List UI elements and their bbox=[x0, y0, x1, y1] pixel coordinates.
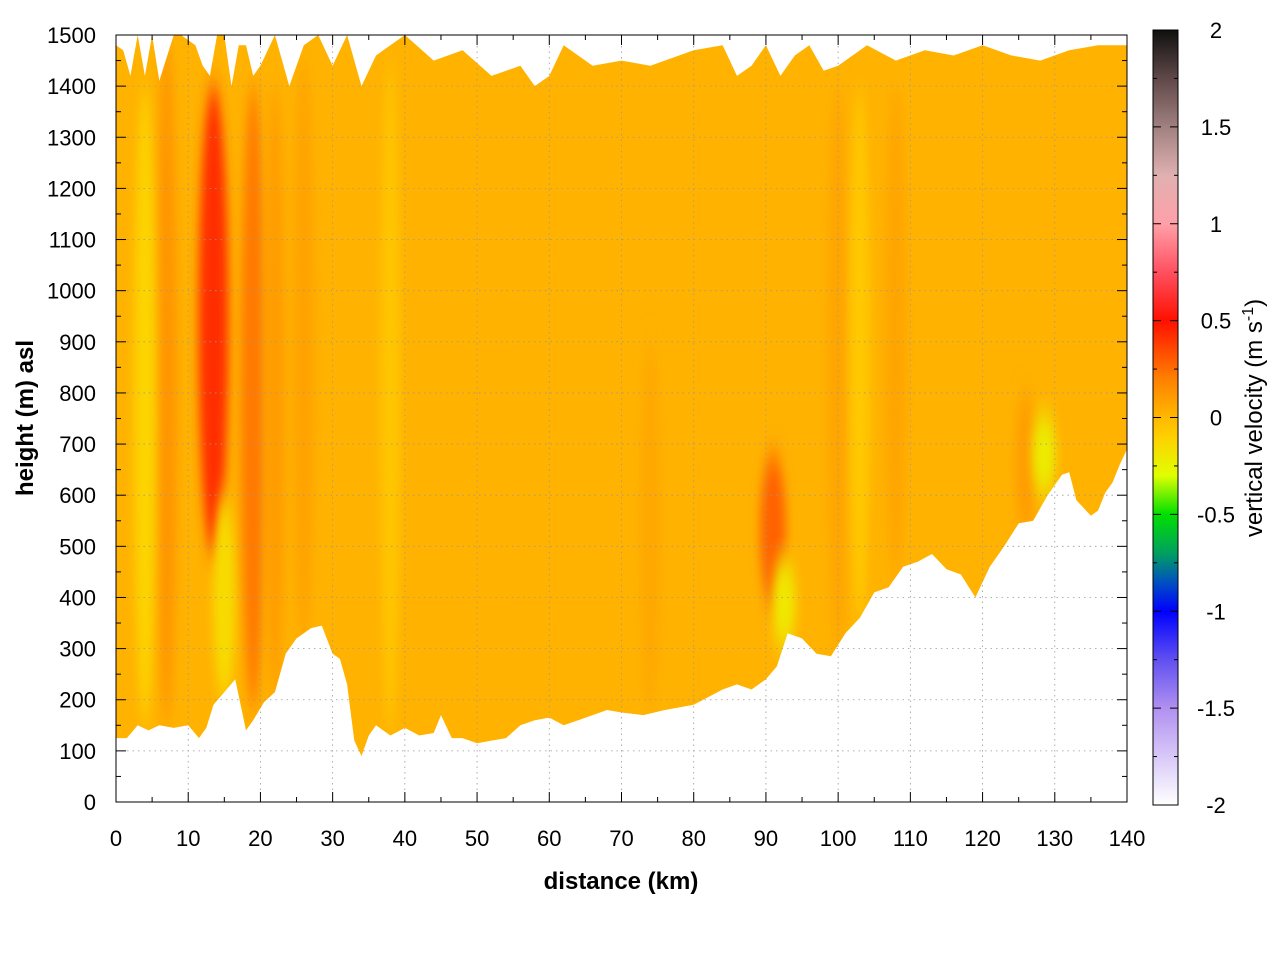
velocity-feature bbox=[772, 556, 796, 649]
velocity-feature bbox=[241, 86, 266, 710]
y-tick-label: 1400 bbox=[47, 74, 96, 99]
y-axis-label: height (m) asl bbox=[12, 340, 39, 496]
colorbar-tick-label: 2 bbox=[1210, 18, 1222, 43]
y-tick-label: 400 bbox=[59, 585, 96, 610]
x-tick-label: 20 bbox=[248, 826, 272, 851]
x-tick-label: 50 bbox=[465, 826, 489, 851]
colorbar-tick-label: -1 bbox=[1206, 599, 1226, 624]
x-tick-label: 110 bbox=[893, 826, 928, 851]
y-tick-label: 300 bbox=[59, 637, 96, 662]
velocity-feature bbox=[1031, 413, 1057, 496]
velocity-feature bbox=[155, 35, 178, 726]
velocity-feature bbox=[213, 495, 236, 700]
velocity-feature bbox=[293, 60, 314, 649]
x-tick-label: 40 bbox=[393, 826, 417, 851]
colorbar-tick-label: 0 bbox=[1210, 406, 1222, 431]
x-tick-label: 70 bbox=[609, 826, 633, 851]
y-tick-label: 200 bbox=[59, 688, 96, 713]
x-tick-label: 60 bbox=[537, 826, 561, 851]
colorbar-label-sup: -1 bbox=[1240, 307, 1257, 321]
velocity-feature bbox=[264, 86, 286, 700]
velocity-feature bbox=[198, 86, 229, 557]
velocity-feature bbox=[1015, 392, 1037, 537]
velocity-feature bbox=[885, 86, 906, 583]
y-tick-label: 800 bbox=[59, 381, 96, 406]
y-tick-label: 500 bbox=[59, 534, 96, 559]
grid-lines bbox=[116, 35, 1127, 802]
colorbar-tick-label: 1 bbox=[1210, 212, 1222, 237]
colorbar-label-end: ) bbox=[1241, 299, 1268, 307]
velocity-field bbox=[116, 35, 1127, 756]
y-tick-label: 1500 bbox=[47, 23, 96, 48]
x-tick-label: 10 bbox=[176, 826, 200, 851]
colorbar-tick-label: 0.5 bbox=[1201, 309, 1232, 334]
x-tick-label: 0 bbox=[110, 826, 122, 851]
y-tick-label: 700 bbox=[59, 432, 96, 457]
colorbar-tick-label: -1.5 bbox=[1197, 696, 1235, 721]
x-tick-label: 80 bbox=[681, 826, 705, 851]
colorbar-label-main: vertical velocity (m s bbox=[1241, 321, 1268, 537]
velocity-feature bbox=[134, 86, 156, 726]
field-domain bbox=[116, 35, 1127, 756]
y-tick-label: 600 bbox=[59, 483, 96, 508]
colorbar-label: vertical velocity (m s-1) bbox=[1240, 299, 1268, 537]
y-tick-label: 1300 bbox=[47, 125, 96, 150]
x-tick-label: 140 bbox=[1109, 826, 1146, 851]
colorbar-tick-label: 1.5 bbox=[1201, 115, 1232, 140]
colorbar-tick-label: -0.5 bbox=[1197, 502, 1235, 527]
velocity-feature bbox=[849, 86, 870, 629]
x-tick-label: 130 bbox=[1036, 826, 1073, 851]
velocity-feature bbox=[828, 86, 849, 654]
y-tick-label: 900 bbox=[59, 330, 96, 355]
y-tick-label: 1000 bbox=[47, 279, 96, 304]
x-tick-label: 100 bbox=[820, 826, 857, 851]
x-tick-label: 120 bbox=[964, 826, 1001, 851]
x-tick-label: 30 bbox=[320, 826, 344, 851]
axis-ticks bbox=[115, 34, 1128, 803]
y-tick-label: 1200 bbox=[47, 176, 96, 201]
colorbar bbox=[1152, 29, 1179, 806]
y-tick-label: 0 bbox=[84, 790, 96, 815]
x-tick-label: 90 bbox=[754, 826, 778, 851]
x-axis-label: distance (km) bbox=[544, 868, 699, 895]
y-tick-label: 100 bbox=[59, 739, 96, 764]
colorbar-tick-label: -2 bbox=[1206, 793, 1226, 818]
velocity-feature bbox=[380, 60, 401, 736]
y-tick-label: 1100 bbox=[49, 228, 96, 253]
velocity-feature bbox=[640, 341, 661, 710]
